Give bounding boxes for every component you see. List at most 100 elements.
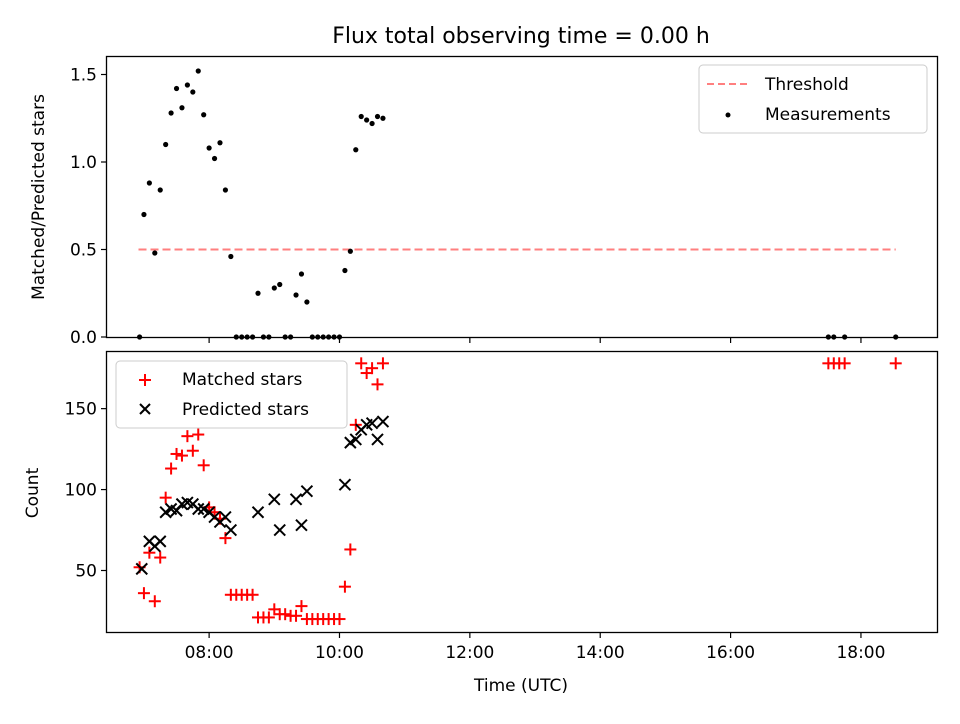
matched-stars-point: [295, 600, 308, 613]
measurement-point: [842, 334, 848, 340]
bottom-xtick-label: 08:00: [185, 643, 234, 663]
matched-stars-point: [159, 491, 172, 504]
measurement-point: [266, 334, 272, 340]
measurement-point: [331, 334, 337, 340]
matched-stars-point: [246, 588, 259, 601]
top-ytick-label: 1.5: [70, 66, 97, 86]
predicted-stars-point: [289, 493, 303, 506]
top-ytick-label: 0.0: [70, 328, 97, 348]
top-ylabel: Matched/Predicted stars: [29, 94, 49, 300]
measurement-point: [315, 334, 321, 340]
predicted-stars-point: [338, 478, 352, 491]
top-ytick-label: 1.0: [70, 153, 97, 173]
predicted-stars-point: [251, 506, 265, 519]
measurement-point: [831, 334, 837, 340]
measurement-point: [141, 211, 147, 218]
measurement-point: [173, 85, 180, 92]
predicted-stars-point: [371, 433, 384, 446]
matched-stars-point: [181, 430, 194, 443]
measurement-point: [260, 334, 267, 340]
measurement-point: [163, 141, 169, 148]
measurement-point: [233, 334, 239, 340]
bottom-legend: Matched stars Predicted stars: [115, 360, 348, 429]
top-panel: 0.0 0.5 1.0 1.5 Matched/Predicted stars Thr…: [29, 55, 939, 348]
matched-legend-marker: [139, 374, 151, 386]
bottom-ytick-label: 100: [65, 481, 97, 501]
measurement-point: [206, 145, 212, 151]
measurement-point: [217, 140, 223, 146]
measurement-point: [211, 155, 218, 162]
measurement-point: [244, 334, 250, 340]
measurement-point: [353, 147, 359, 153]
predicted-stars-point: [295, 518, 308, 532]
predicted-stars-point: [349, 433, 362, 446]
bottom-xtick-label: 10:00: [315, 643, 364, 663]
bottom-xlabel: Time (UTC): [473, 676, 568, 696]
measurement-point: [309, 334, 315, 340]
matched-stars-point: [186, 444, 199, 457]
measurement-point: [255, 290, 261, 296]
bottom-plot-frame: [105, 350, 939, 634]
predicted-stars-point: [219, 510, 232, 524]
measurement-point: [374, 113, 381, 120]
predicted-stars-point: [224, 523, 238, 537]
top-legend-measurements-label: Measurements: [765, 105, 891, 125]
matched-stars-point: [175, 449, 188, 462]
measurement-point: [157, 187, 163, 193]
measurements-legend-swatch: [725, 112, 731, 118]
predicted-legend-marker: [139, 403, 151, 415]
bottom-xtick-label: 16:00: [706, 643, 755, 663]
top-legend: Threshold Measurements: [698, 64, 928, 134]
top-legend-box: [698, 64, 928, 134]
measurement-point: [369, 120, 375, 127]
measurement-point: [342, 267, 348, 274]
bottom-xtick-label: 18:00: [836, 643, 885, 663]
measurement-point: [282, 334, 288, 340]
matched-stars-point: [371, 378, 384, 391]
measurement-point: [380, 115, 386, 121]
measurement-point: [184, 82, 190, 88]
matched-stars-point: [889, 357, 902, 370]
measurement-point: [364, 117, 370, 123]
predicted-stars-point: [268, 493, 281, 506]
matched-stars-point: [290, 609, 303, 622]
measurement-point: [304, 299, 310, 305]
bottom-legend-matched-label: Matched stars: [182, 370, 302, 390]
measurement-point: [293, 292, 299, 298]
measurement-point: [190, 89, 196, 95]
measurement-point: [825, 334, 831, 340]
matched-stars-point: [838, 357, 851, 370]
measurement-point: [146, 180, 152, 186]
measurement-point: [201, 112, 207, 118]
measurement-point: [195, 68, 201, 74]
bottom-xtick-label: 12:00: [445, 643, 494, 663]
matched-stars-point: [376, 357, 389, 370]
matched-stars-point: [192, 428, 205, 441]
measurement-point: [136, 334, 143, 340]
measurement-point: [179, 105, 185, 111]
measurement-point: [271, 285, 277, 291]
matched-stars-point: [344, 543, 357, 556]
matched-stars-point: [279, 608, 292, 621]
matched-stars-point: [148, 595, 161, 608]
predicted-stars-point: [300, 484, 314, 498]
matched-stars-point: [137, 587, 150, 600]
measurement-point: [893, 334, 899, 340]
top-legend-threshold-label: Threshold: [764, 75, 849, 95]
matched-stars-point: [355, 357, 368, 370]
measurement-point: [168, 110, 174, 116]
measurement-point: [326, 334, 332, 340]
predicted-stars-point: [154, 535, 167, 548]
chart-title: Flux total observing time = 0.00 h: [332, 24, 710, 49]
bottom-panel: 50 100 150 08:00 10:00 12:00 14:00 16:00 18:00 C…: [23, 350, 939, 696]
matched-stars-point: [154, 551, 167, 564]
predicted-stars-point: [365, 417, 379, 430]
measurement-point: [287, 334, 294, 340]
bottom-legend-box: [115, 360, 348, 429]
predicted-stars-point: [192, 502, 205, 516]
measurement-point: [358, 113, 364, 120]
top-ytick-label: 0.5: [70, 241, 97, 261]
bottom-ylabel: Count: [23, 467, 43, 518]
matched-stars-point: [366, 362, 379, 375]
